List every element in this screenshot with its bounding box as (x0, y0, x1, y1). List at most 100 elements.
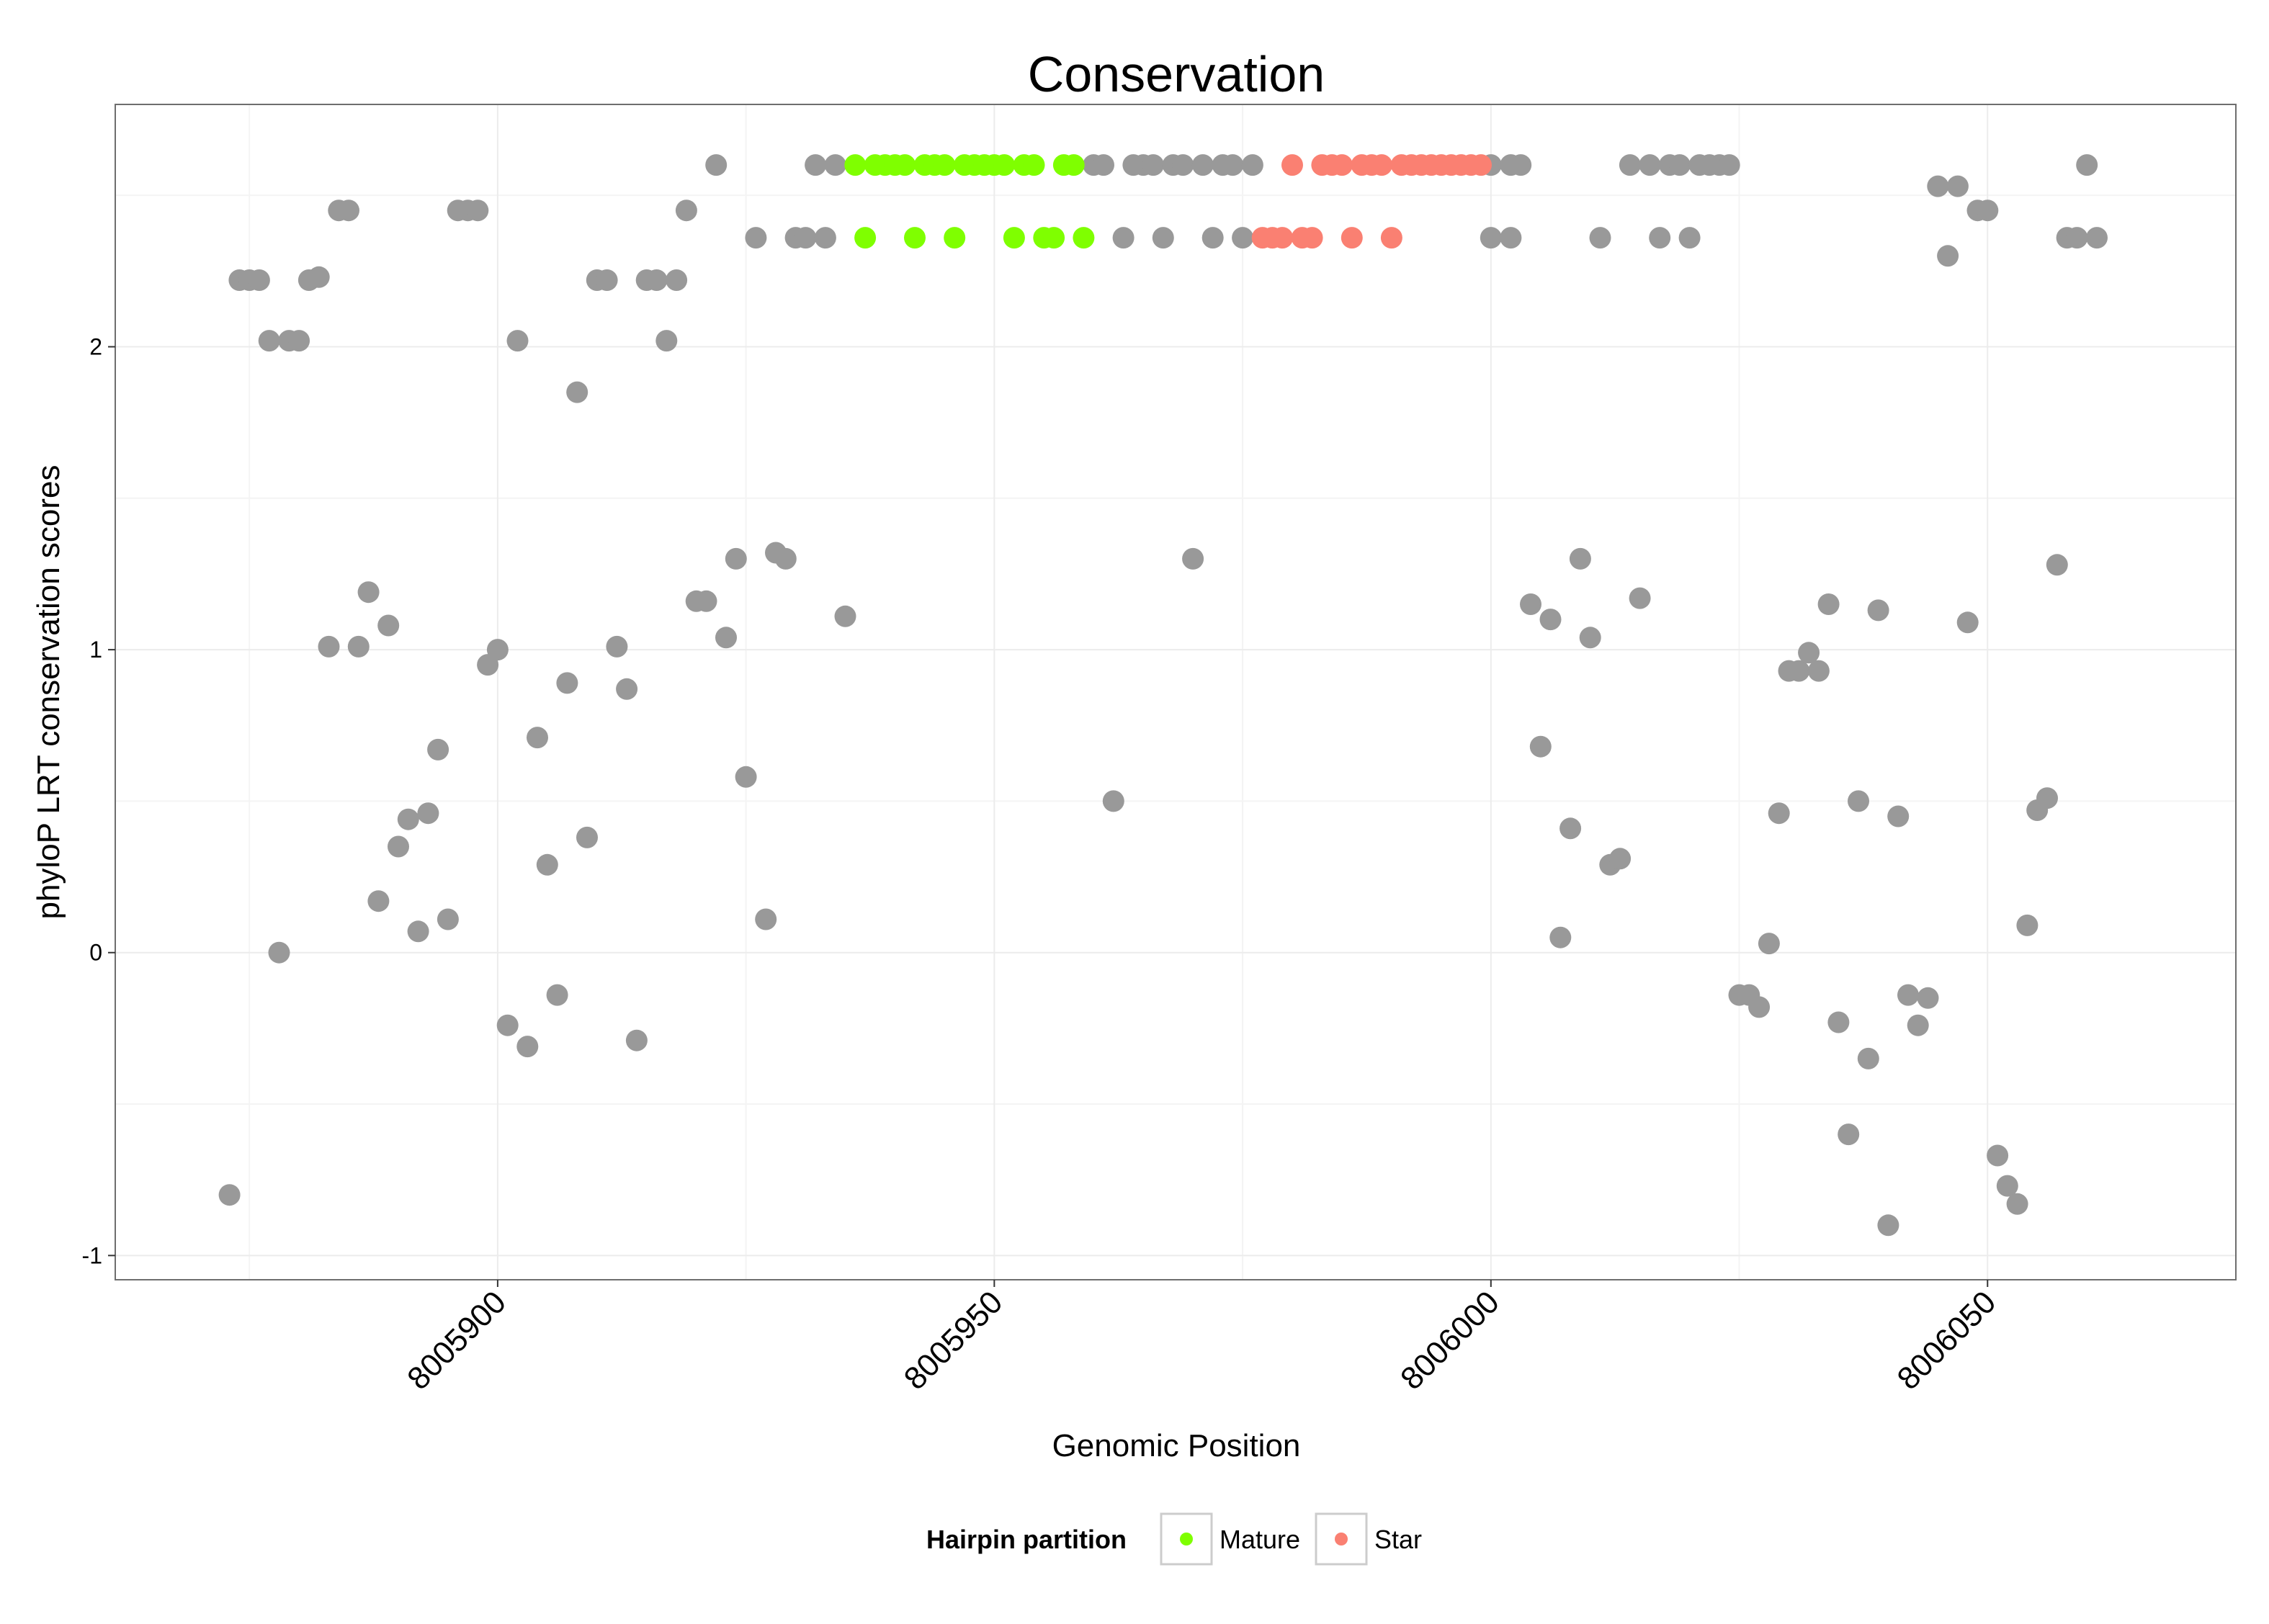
x-axis-label: Genomic Position (1052, 1428, 1301, 1463)
data-point-other (755, 908, 777, 930)
data-point-other (675, 199, 697, 222)
data-point-other (1977, 199, 1999, 222)
data-point-other (1807, 660, 1830, 682)
data-point-other (1093, 154, 1114, 176)
data-point-other (1748, 996, 1771, 1018)
data-point-star (1371, 154, 1393, 176)
data-point-other (536, 853, 558, 876)
data-point-other (1510, 154, 1532, 176)
data-point-other (1520, 593, 1541, 615)
data-point-other (1549, 926, 1572, 948)
data-point-other (1848, 790, 1869, 812)
data-point-other (1142, 154, 1164, 176)
data-point-other (2016, 914, 2038, 936)
y-axis-label: phyloP LRT conservation scores (31, 465, 66, 919)
data-point-other (367, 890, 390, 912)
data-point-other (218, 1184, 241, 1206)
data-point-other (666, 269, 688, 291)
data-point-other (1172, 154, 1194, 176)
data-point-other (1718, 154, 1740, 176)
data-point-other (1182, 547, 1204, 570)
data-point-other (814, 227, 836, 249)
data-point-other (268, 941, 290, 964)
data-point-star (1301, 227, 1323, 249)
data-point-other (1827, 1011, 1850, 1033)
data-point-star (1341, 227, 1363, 249)
data-point-other (1152, 227, 1174, 249)
data-point-other (377, 614, 400, 637)
data-point-other (427, 738, 449, 761)
data-point-other (1907, 1014, 1929, 1036)
data-point-other (1867, 599, 1889, 622)
y-axis: -1 0 1 2 (82, 333, 115, 1268)
data-point-other (388, 835, 409, 858)
data-point-other (308, 266, 330, 288)
y-tick-label: -1 (82, 1242, 102, 1268)
data-point-other (1838, 1123, 1860, 1146)
data-point-other (655, 330, 678, 352)
data-point-other (556, 672, 578, 694)
data-point-other (824, 154, 846, 176)
data-point-other (1817, 593, 1840, 615)
legend-label-mature: Mature (1219, 1525, 1300, 1554)
data-point-mature (1062, 154, 1085, 176)
data-point-mature (894, 154, 916, 176)
data-point-other (625, 1029, 648, 1051)
data-point-other (397, 808, 419, 830)
data-point-other (1956, 611, 1979, 634)
data-point-other (1191, 154, 1214, 176)
y-tick-label: 2 (89, 333, 102, 359)
data-point-other (486, 639, 509, 661)
data-point-other (745, 227, 767, 249)
data-point-other (1639, 154, 1661, 176)
data-points (218, 154, 2108, 1237)
data-point-other (1579, 627, 1601, 649)
data-point-other (437, 908, 459, 930)
data-point-other (288, 330, 310, 352)
data-point-other (606, 635, 628, 658)
data-point-other (774, 547, 797, 570)
data-point-other (1768, 802, 1790, 825)
data-point-other (1946, 175, 1969, 197)
data-point-other (258, 330, 280, 352)
data-point-other (596, 269, 618, 291)
legend-symbol-star (1335, 1533, 1348, 1546)
data-point-other (2046, 554, 2068, 576)
data-point-other (1619, 154, 1641, 176)
data-point-star (1271, 227, 1294, 249)
data-point-other (1996, 1175, 2018, 1197)
data-point-other (1788, 660, 1810, 682)
data-point-mature (1073, 227, 1095, 249)
legend-title: Hairpin partition (926, 1525, 1127, 1554)
data-point-mature (854, 227, 877, 249)
data-point-other (795, 227, 817, 249)
data-point-other (1649, 227, 1671, 249)
data-point-other (1917, 987, 1939, 1009)
data-point-other (705, 154, 728, 176)
data-point-other (1927, 175, 1949, 197)
data-point-other (1222, 154, 1244, 176)
data-point-other (516, 1036, 539, 1058)
data-point-other (338, 199, 359, 222)
y-tick-label: 1 (89, 637, 102, 663)
plot-panel-border (115, 104, 2237, 1280)
data-point-other (347, 635, 370, 658)
data-point-other (1539, 609, 1562, 631)
data-point-other (645, 269, 668, 291)
data-point-other (1937, 245, 1959, 267)
legend-symbol-mature (1180, 1533, 1193, 1546)
chart-title: Conservation (1028, 46, 1325, 102)
data-point-mature (904, 227, 926, 249)
data-point-other (318, 635, 340, 658)
data-point-other (1569, 547, 1591, 570)
data-point-mature (1003, 227, 1025, 249)
data-point-other (1987, 1144, 2009, 1167)
data-point-other (695, 590, 717, 612)
data-point-other (1559, 817, 1582, 840)
data-point-other (1877, 1214, 1899, 1237)
data-point-other (1480, 227, 1502, 249)
data-point-other (248, 269, 270, 291)
data-point-other (1241, 154, 1263, 176)
data-point-other (725, 547, 747, 570)
